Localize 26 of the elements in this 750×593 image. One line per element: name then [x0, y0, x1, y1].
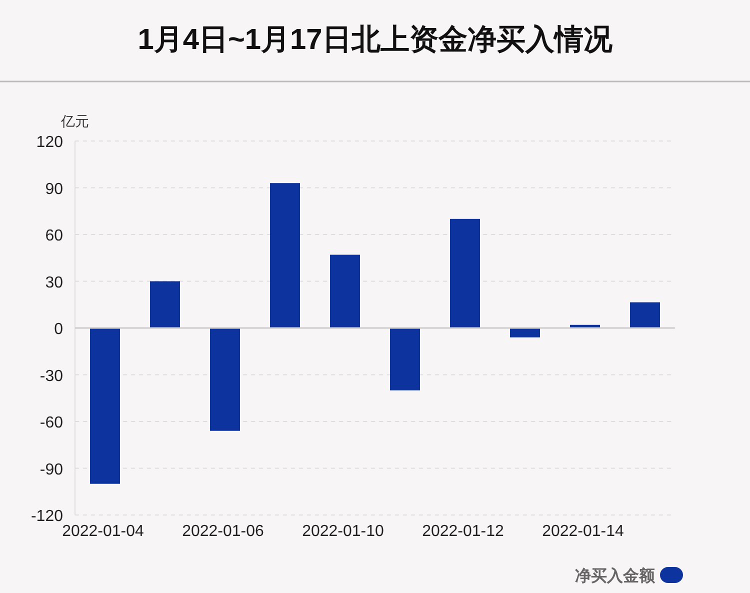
y-tick-label: 30 — [45, 274, 64, 292]
bar — [510, 328, 540, 338]
y-tick-label: 90 — [45, 180, 64, 198]
y-axis-title: 亿元 — [60, 113, 89, 129]
x-tick-label: 2022-01-10 — [302, 523, 384, 540]
x-tick-label: 2022-01-14 — [542, 523, 624, 540]
y-tick-label: -90 — [40, 461, 64, 478]
legend-label: 净买入金额 — [575, 567, 656, 585]
bar — [330, 254, 360, 328]
bar — [450, 218, 480, 328]
chart-title: 1月4日~1月17日北上资金净买入情况 — [138, 24, 614, 56]
bar — [150, 281, 180, 328]
y-tick-label: 120 — [36, 134, 64, 151]
y-tick-label: 60 — [45, 228, 64, 244]
x-tick-label: 2022-01-12 — [422, 523, 504, 540]
bar — [90, 328, 120, 484]
y-tick-label: -30 — [40, 368, 64, 385]
x-tick-label: 2022-01-06 — [182, 523, 264, 540]
bar — [210, 328, 240, 431]
bar — [270, 183, 300, 328]
bar — [630, 302, 660, 328]
y-tick-label: 0 — [54, 321, 64, 338]
y-tick-label: -120 — [30, 508, 64, 525]
bar — [390, 328, 420, 390]
x-tick-label: 2022-01-04 — [62, 523, 144, 540]
y-tick-label: -60 — [40, 414, 64, 432]
